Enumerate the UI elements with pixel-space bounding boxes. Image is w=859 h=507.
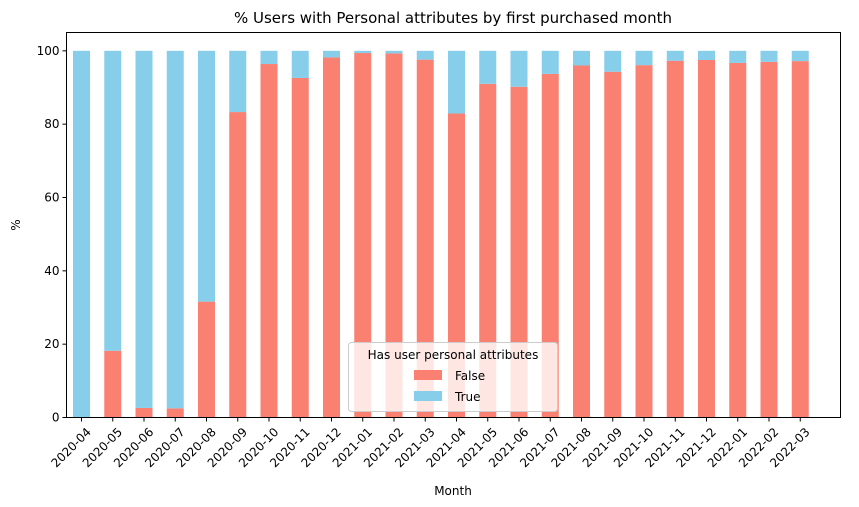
bar-true-2020-11 bbox=[291, 50, 309, 78]
x-axis-label: Month bbox=[434, 484, 472, 498]
legend-swatch-false bbox=[414, 370, 442, 380]
bar-true-2020-10 bbox=[260, 50, 278, 65]
legend-title: Has user personal attributes bbox=[368, 348, 539, 362]
y-tick-label: 20 bbox=[44, 337, 59, 351]
y-axis-label: % bbox=[9, 219, 23, 230]
bars-layer bbox=[73, 50, 809, 418]
bar-true-2020-04 bbox=[73, 50, 90, 418]
bar-false-2021-08 bbox=[573, 65, 590, 418]
legend-label-true: True bbox=[454, 390, 481, 404]
bar-false-2021-09 bbox=[604, 71, 622, 418]
bar-true-2022-02 bbox=[760, 50, 778, 62]
bar-false-2020-10 bbox=[260, 64, 278, 418]
bar-true-2020-08 bbox=[198, 50, 215, 302]
bar-true-2021-09 bbox=[604, 50, 622, 72]
bar-false-2020-07 bbox=[166, 408, 184, 418]
bar-true-2022-03 bbox=[791, 50, 809, 62]
bar-false-2022-02 bbox=[760, 61, 778, 418]
y-tick-label: 60 bbox=[44, 191, 59, 205]
legend-box bbox=[348, 342, 558, 412]
bar-false-2021-06 bbox=[510, 86, 528, 418]
bar-false-2021-01 bbox=[354, 53, 372, 418]
y-tick-label: 100 bbox=[37, 44, 60, 58]
bar-false-2021-10 bbox=[635, 65, 653, 418]
bar-true-2021-11 bbox=[666, 50, 684, 61]
bar-true-2021-01 bbox=[354, 50, 372, 54]
legend-swatch-true bbox=[414, 391, 442, 401]
plot-area-frame bbox=[66, 32, 841, 418]
y-axis: 0 20 40 60 80 100 bbox=[37, 44, 67, 425]
bar-true-2021-06 bbox=[510, 50, 528, 87]
bar-true-2021-03 bbox=[416, 50, 434, 60]
bar-false-2020-11 bbox=[291, 77, 309, 418]
legend: Has user personal attributes False True bbox=[348, 342, 558, 412]
bar-false-2020-06 bbox=[135, 407, 153, 418]
bar-true-2021-08 bbox=[573, 50, 590, 66]
bar-false-2021-11 bbox=[666, 60, 684, 418]
bar-true-2020-12 bbox=[323, 50, 340, 58]
y-tick-label: 0 bbox=[52, 411, 60, 425]
y-tick-label: 40 bbox=[44, 264, 59, 278]
bar-false-2020-12 bbox=[323, 57, 340, 418]
bar-false-2022-03 bbox=[791, 61, 809, 418]
bar-false-2021-02 bbox=[385, 53, 403, 418]
y-tick-label: 80 bbox=[44, 117, 59, 131]
bar-true-2020-06 bbox=[135, 50, 153, 408]
bar-true-2022-01 bbox=[729, 50, 747, 63]
bar-true-2021-10 bbox=[635, 50, 653, 66]
bar-true-2021-02 bbox=[385, 50, 403, 54]
bar-false-2021-04 bbox=[448, 113, 465, 418]
bar-false-2021-07 bbox=[541, 73, 559, 418]
legend-label-false: False bbox=[455, 369, 485, 383]
bar-true-2021-12 bbox=[698, 50, 715, 60]
bar-true-2020-09 bbox=[229, 50, 247, 113]
bar-true-2021-04 bbox=[448, 50, 465, 114]
bar-true-2021-05 bbox=[479, 50, 497, 84]
chart-title: % Users with Personal attributes by firs… bbox=[234, 9, 672, 27]
bar-false-2021-03 bbox=[416, 59, 434, 418]
bar-false-2021-05 bbox=[479, 83, 497, 418]
bar-true-2020-07 bbox=[166, 50, 184, 409]
bar-false-2020-08 bbox=[198, 301, 215, 418]
bar-false-2020-05 bbox=[104, 350, 122, 418]
bar-false-2021-12 bbox=[698, 60, 715, 418]
bar-true-2021-07 bbox=[541, 50, 559, 74]
bar-true-2020-05 bbox=[104, 50, 122, 351]
x-axis: 2020-042020-052020-062020-072020-082020-… bbox=[48, 417, 813, 470]
bar-false-2020-09 bbox=[229, 112, 247, 418]
bar-false-2022-01 bbox=[729, 62, 747, 418]
